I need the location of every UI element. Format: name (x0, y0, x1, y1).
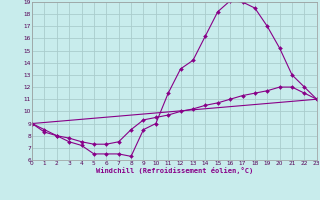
X-axis label: Windchill (Refroidissement éolien,°C): Windchill (Refroidissement éolien,°C) (96, 168, 253, 174)
